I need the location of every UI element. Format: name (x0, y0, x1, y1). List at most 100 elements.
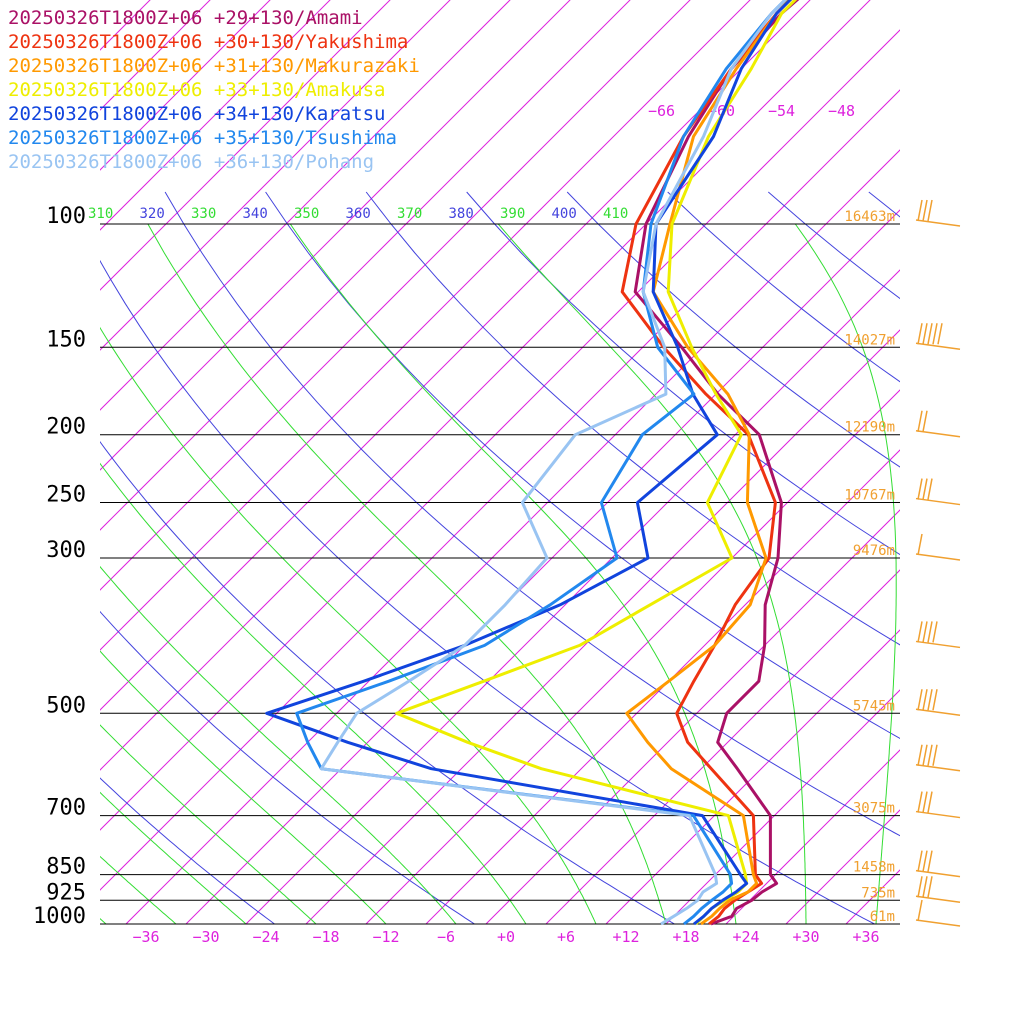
isotherm-line (100, 0, 691, 591)
x-tick-label: −18 (312, 928, 339, 946)
wind-barb-flag (932, 744, 938, 766)
isotherm-line (100, 0, 451, 351)
pressure-label: 150 (46, 327, 86, 352)
isotherm-grid (100, 0, 1024, 924)
isotherm-line (365, 389, 900, 924)
isotherm-line (305, 329, 900, 924)
isotherm-line (100, 0, 751, 651)
upper-isotherm-label: −48 (828, 102, 855, 120)
height-label: 14027m (844, 332, 895, 348)
pressure-label: 500 (46, 693, 86, 718)
wind-barb-icon (915, 199, 961, 227)
wind-barb-flag (922, 410, 928, 432)
theta-labels: 310 320 330 340 350 360 370 380 390 400 410 (88, 206, 628, 222)
wind-barb-icon (915, 899, 961, 927)
sounding-line (265, 0, 793, 926)
isotherm-line (425, 449, 900, 924)
height-label: 3075m (853, 801, 895, 817)
moist-adiabat-line (794, 223, 897, 924)
theta-label: 310 (88, 206, 113, 222)
x-tick-label: +24 (732, 928, 759, 946)
wind-barb-flag (917, 323, 923, 345)
sounding-line (620, 0, 793, 926)
isotherm-line (725, 749, 900, 924)
wind-barb-flag (917, 744, 923, 766)
x-tick-label: −30 (192, 928, 219, 946)
isotherm-line (100, 0, 631, 531)
legend-entry: 20250326T1800Z+06 +34+130/Karatsu (8, 103, 386, 125)
isotherm-line (485, 509, 900, 924)
theta-label: 370 (397, 206, 422, 222)
theta-label: 410 (603, 206, 628, 222)
wind-barb-flag (927, 199, 933, 222)
x-tick-labels: −36 −30 −24 −18 −12 −6 +0 +6 +12 +18 +24 +30 +36 (132, 928, 879, 946)
isotherm-line (545, 569, 900, 924)
wind-barb-flag (927, 876, 933, 898)
wind-barb-flag (917, 478, 923, 500)
x-tick-label: −36 (132, 928, 159, 946)
legend-entry: 20250326T1800Z+06 +33+130/Amakusa (8, 79, 386, 101)
isotherm-line (785, 809, 900, 924)
isotherm-line (100, 0, 511, 411)
wind-barb-flag (927, 478, 933, 500)
x-tick-label: +36 (852, 928, 879, 946)
isotherm-line (605, 629, 900, 924)
wind-barb-flag (917, 621, 923, 643)
wind-barb-flag (922, 199, 928, 222)
isotherm-line (100, 0, 871, 771)
pressure-label: 200 (46, 415, 86, 440)
x-tick-label: +30 (792, 928, 819, 946)
height-label: 12190m (844, 420, 895, 436)
legend-entry: 20250326T1800Z+06 +30+130/Yakushima (8, 31, 408, 53)
dry-adiabat-line (100, 777, 276, 924)
wind-barb-flag (917, 899, 923, 922)
wind-barb-flag (922, 621, 928, 643)
wind-barb-flag (922, 876, 928, 898)
wind-barb-flag (927, 323, 933, 345)
wind-barb-icon (915, 410, 961, 438)
x-tick-label: +6 (557, 928, 575, 946)
theta-label: 330 (191, 206, 216, 222)
wind-barb-flag (932, 621, 938, 643)
wind-barb-flag (922, 850, 928, 872)
isotherm-line (906, 0, 1024, 924)
upper-isotherm-labels: −66 −60 −54 −48 (648, 102, 855, 120)
moist-adiabat-line (946, 224, 1024, 924)
isotherm-line (100, 0, 571, 471)
wind-barb-flag (922, 323, 928, 345)
wind-barb-flag (922, 744, 928, 766)
wind-barb-flag (927, 850, 933, 872)
legend: 20250326T1800Z+06 +29+130/Amami20250326T… (8, 7, 420, 173)
wind-barb-staff (915, 553, 961, 561)
moist-adiabat-line (100, 855, 177, 924)
sounding-lines (265, 0, 800, 926)
theta-label: 320 (140, 206, 165, 222)
wind-barb-flag (917, 791, 923, 813)
wind-barb-icon (915, 689, 961, 717)
wind-barb-flag (927, 689, 933, 711)
wind-barb-icon (915, 621, 961, 649)
wind-barbs (915, 199, 961, 927)
wind-barb-icon (915, 323, 961, 351)
pressure-label: 700 (46, 796, 86, 821)
isotherm-line (100, 0, 811, 711)
theta-label: 360 (346, 206, 371, 222)
pressure-label: 925 (46, 880, 86, 905)
wind-barb-flag (917, 850, 923, 872)
pressure-label: 300 (46, 538, 86, 563)
wind-barb-flag (922, 689, 928, 711)
sounding-line (319, 0, 788, 926)
theta-label: 340 (243, 206, 268, 222)
height-label: 9476m (853, 543, 895, 559)
isotherm-line (245, 269, 900, 924)
wind-barb-icon (915, 744, 961, 772)
isotherm-line (966, 0, 1024, 924)
dry-adiabat-line (100, 610, 476, 924)
height-label: 1458m (853, 860, 895, 876)
height-label: 5745m (853, 698, 895, 714)
dry-adiabat-line (868, 191, 900, 218)
theta-label: 400 (552, 206, 577, 222)
wind-barb-flag (927, 744, 933, 766)
